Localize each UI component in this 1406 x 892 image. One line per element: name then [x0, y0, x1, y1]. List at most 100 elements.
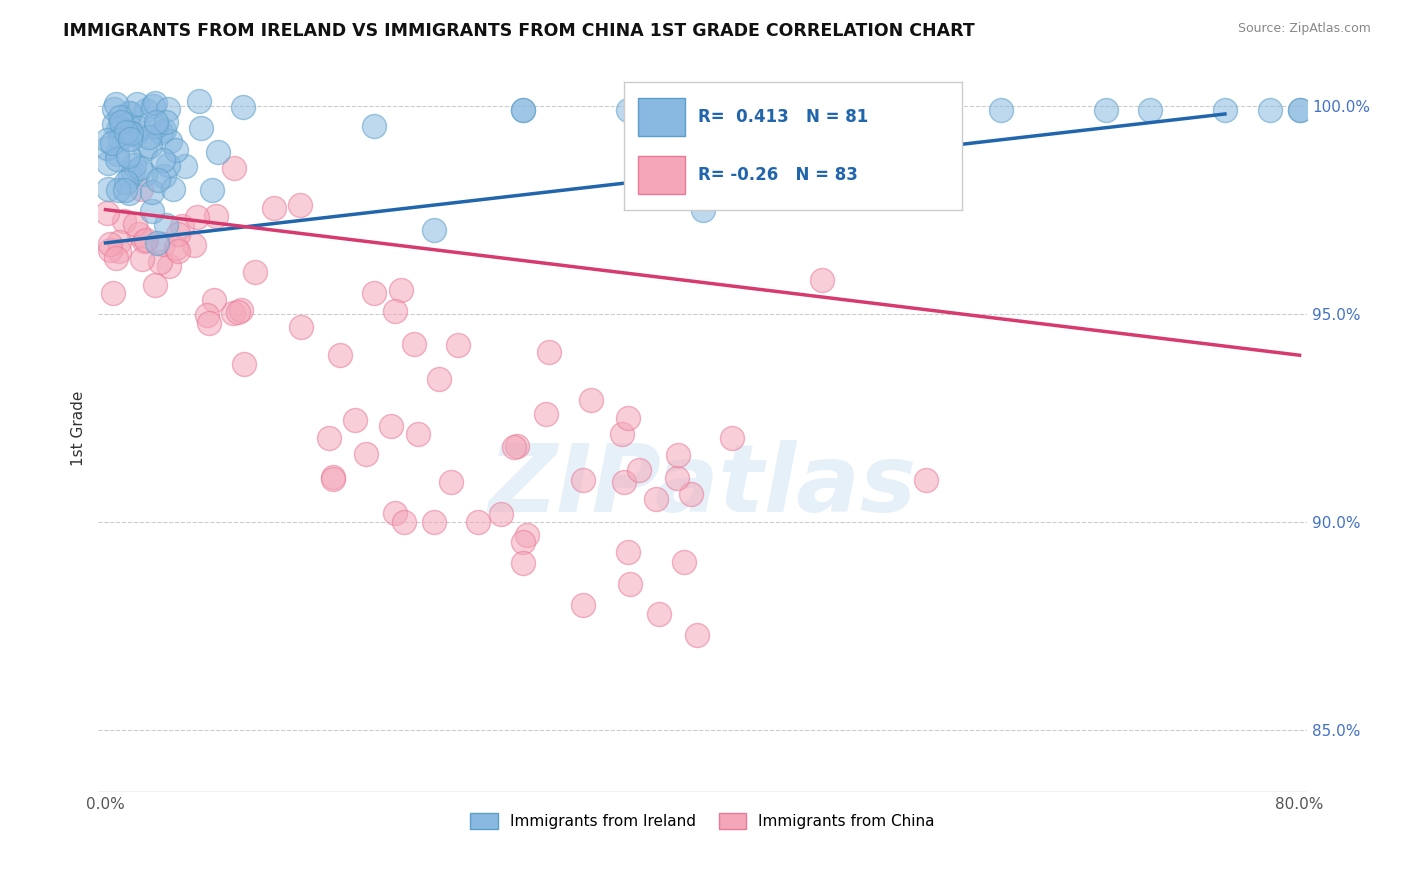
- Point: [686, 628, 709, 642]
- Point: [506, 439, 529, 453]
- Point: [101, 285, 124, 300]
- Point: [423, 223, 446, 237]
- Point: [108, 235, 131, 249]
- Point: [512, 103, 534, 117]
- Point: [149, 125, 172, 139]
- Point: [131, 252, 153, 266]
- Point: [288, 198, 311, 212]
- Point: [117, 148, 139, 162]
- Point: [186, 210, 208, 224]
- Point: [384, 507, 406, 521]
- Point: [721, 431, 744, 445]
- Point: [120, 126, 142, 140]
- Point: [107, 121, 129, 136]
- Point: [197, 316, 219, 330]
- Point: [617, 545, 640, 559]
- Point: [98, 243, 121, 257]
- Point: [129, 182, 152, 196]
- Point: [322, 470, 344, 484]
- Point: [195, 308, 218, 322]
- Point: [666, 448, 689, 462]
- Point: [1213, 103, 1236, 117]
- Point: [103, 102, 125, 116]
- Point: [222, 306, 245, 320]
- Point: [613, 475, 636, 489]
- Point: [96, 206, 118, 220]
- Point: [1288, 103, 1310, 117]
- Point: [440, 475, 463, 490]
- Point: [290, 319, 312, 334]
- Point: [811, 273, 834, 287]
- Point: [162, 182, 184, 196]
- Point: [363, 120, 385, 134]
- Point: [165, 144, 187, 158]
- Point: [115, 125, 138, 139]
- Point: [157, 259, 180, 273]
- Point: [204, 293, 226, 307]
- Point: [503, 440, 526, 454]
- Point: [226, 305, 249, 319]
- Point: [516, 527, 538, 541]
- Point: [322, 472, 344, 486]
- Point: [427, 372, 450, 386]
- Point: [1288, 103, 1310, 117]
- Point: [143, 277, 166, 292]
- Point: [134, 168, 156, 182]
- Point: [141, 204, 163, 219]
- Point: [644, 491, 666, 506]
- Point: [673, 555, 696, 569]
- Point: [205, 209, 228, 223]
- Point: [118, 105, 141, 120]
- Point: [104, 97, 127, 112]
- Point: [145, 95, 167, 110]
- Point: [156, 102, 179, 116]
- Point: [243, 265, 266, 279]
- Point: [149, 255, 172, 269]
- Point: [128, 121, 150, 136]
- Point: [612, 427, 634, 442]
- Point: [512, 103, 534, 117]
- Point: [118, 106, 141, 120]
- Point: [423, 515, 446, 529]
- Point: [617, 103, 640, 117]
- Point: [402, 337, 425, 351]
- Point: [142, 99, 165, 113]
- Point: [134, 143, 156, 157]
- Point: [572, 598, 595, 612]
- Point: [187, 94, 209, 108]
- Point: [229, 302, 252, 317]
- Point: [318, 431, 340, 445]
- Point: [572, 473, 595, 487]
- Point: [115, 175, 138, 189]
- Point: [145, 119, 167, 133]
- Point: [105, 153, 128, 167]
- Point: [363, 285, 385, 300]
- Point: [134, 234, 156, 248]
- Point: [127, 96, 149, 111]
- Point: [141, 185, 163, 199]
- Point: [134, 233, 156, 247]
- Point: [841, 103, 863, 117]
- Point: [104, 252, 127, 266]
- Point: [380, 419, 402, 434]
- Point: [110, 110, 132, 124]
- Point: [692, 202, 714, 217]
- Point: [139, 138, 162, 153]
- Point: [915, 473, 938, 487]
- Point: [128, 227, 150, 241]
- Point: [384, 303, 406, 318]
- Point: [159, 134, 181, 148]
- Point: [165, 241, 187, 255]
- Point: [167, 227, 190, 242]
- Point: [1139, 103, 1161, 117]
- Point: [329, 348, 352, 362]
- Point: [121, 126, 143, 140]
- Point: [201, 183, 224, 197]
- Point: [118, 169, 141, 183]
- Point: [232, 357, 254, 371]
- Point: [107, 183, 129, 197]
- Point: [1094, 103, 1116, 117]
- Point: [207, 145, 229, 160]
- Point: [190, 120, 212, 135]
- Point: [135, 103, 157, 118]
